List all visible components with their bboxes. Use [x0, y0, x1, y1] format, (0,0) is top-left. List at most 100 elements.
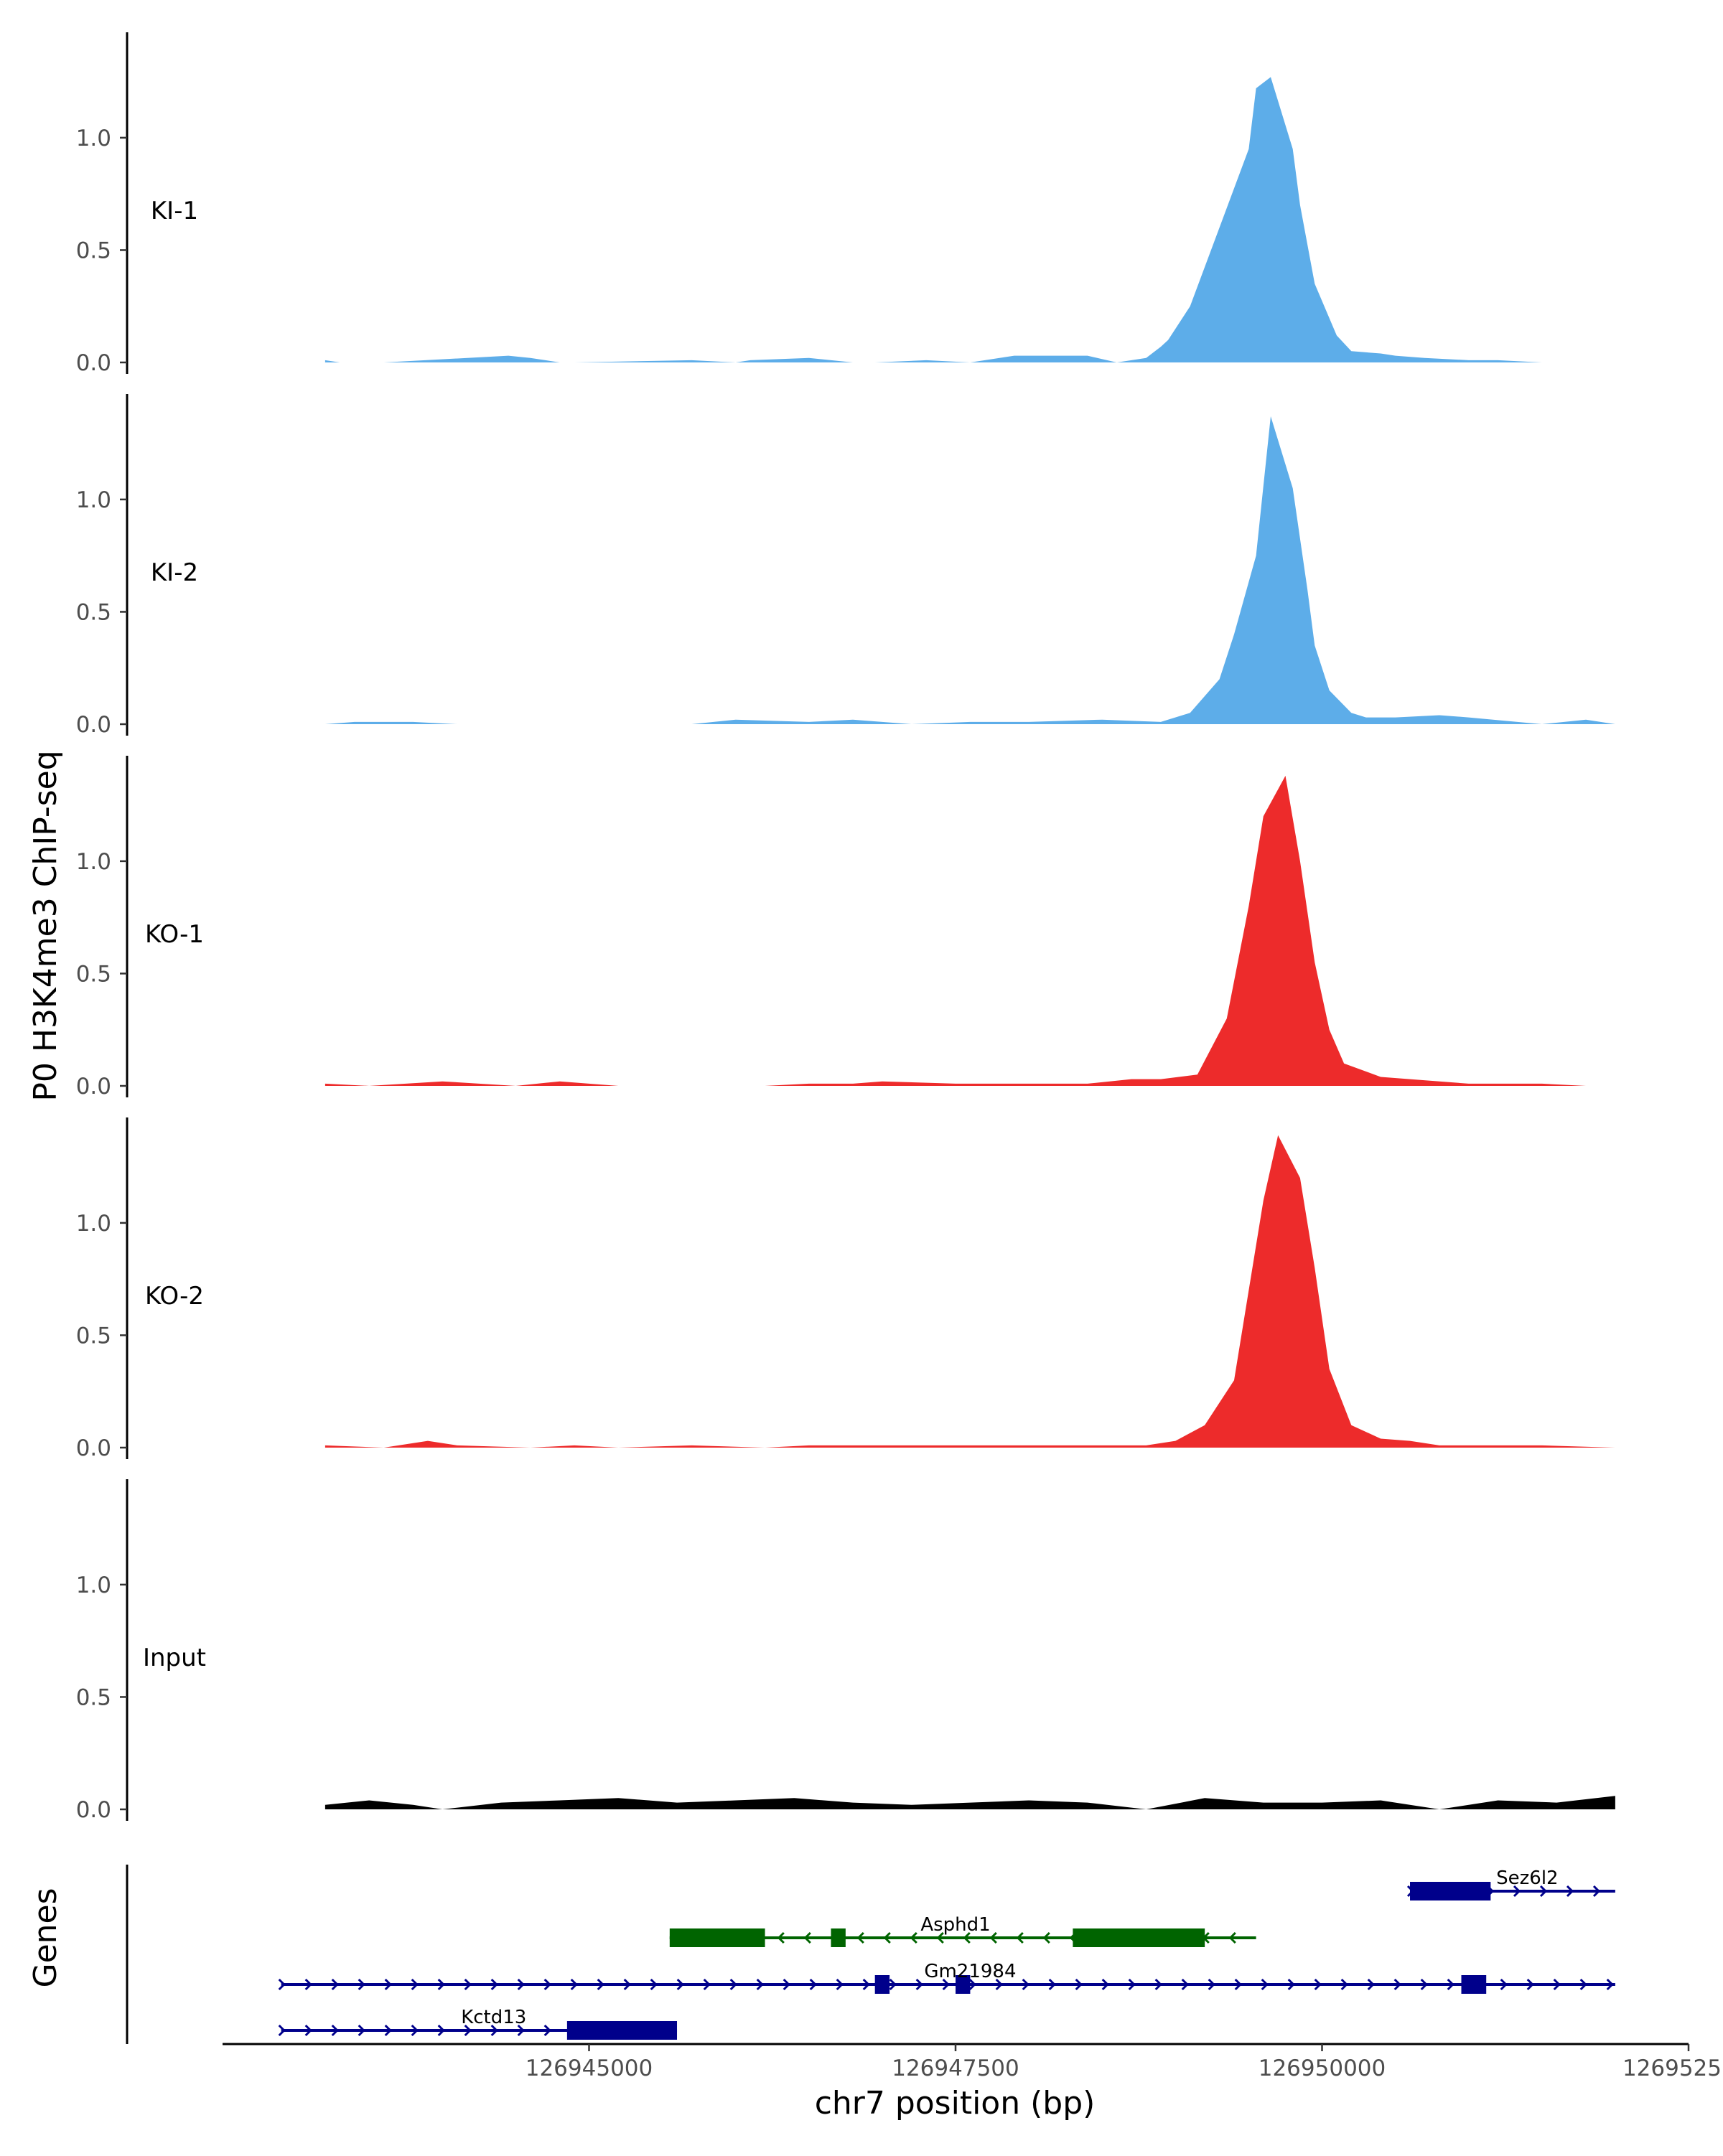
strand-arrow	[517, 1978, 525, 1991]
strand-arrow	[384, 2024, 392, 2037]
strand-arrow	[1154, 1978, 1162, 1991]
gene-exon	[566, 2021, 678, 2040]
track-label-input: Input	[143, 1644, 206, 1672]
strand-arrow	[676, 1978, 684, 1991]
strand-arrow	[1539, 1885, 1548, 1898]
strand-arrow	[1128, 1978, 1136, 1991]
strand-arrow	[570, 1978, 578, 1991]
coverage-area-ko-2	[324, 1135, 1615, 1448]
track-ki-2: 0.0 0.5 1.0 KI-2	[76, 394, 1615, 738]
x-axis: 126945000 126947500 126950000 1269525	[223, 2043, 1722, 2081]
strand-arrow	[1016, 1931, 1024, 1944]
y-tick-label: 0.5	[76, 961, 111, 987]
strand-arrow	[1042, 1931, 1050, 1944]
y-tick-label: 0.0	[76, 1435, 111, 1461]
strand-arrow	[304, 1978, 312, 1991]
gene-exon	[1073, 1928, 1205, 1947]
y-tick-label: 0.0	[76, 712, 111, 738]
strand-arrow	[756, 1978, 764, 1991]
strand-arrow	[968, 1978, 976, 1991]
strand-arrow	[803, 1931, 811, 1944]
strand-arrow	[1022, 1978, 1029, 1991]
strand-arrow	[910, 1931, 917, 1944]
y-tick-label: 1.0	[76, 126, 111, 151]
strand-arrow	[358, 2024, 365, 2037]
y-tick-label: 0.5	[76, 1323, 111, 1349]
strand-arrow	[703, 1978, 711, 1991]
strand-arrow	[777, 1931, 785, 1944]
strand-arrow	[1526, 1978, 1534, 1991]
y-tick-label: 0.0	[76, 1074, 111, 1100]
strand-arrow	[437, 1978, 445, 1991]
strand-arrow	[1261, 1978, 1269, 1991]
coverage-area-ki-1	[324, 77, 1542, 363]
x-axis-title: chr7 position (bp)	[815, 2085, 1096, 2122]
strand-arrow	[1234, 1978, 1242, 1991]
strand-arrow	[1420, 1978, 1428, 1991]
strand-arrow	[278, 1978, 286, 1991]
strand-arrow	[1606, 1978, 1614, 1991]
track-ko-2: 0.0 0.5 1.0 KO-2	[76, 1117, 1615, 1461]
strand-arrow	[490, 2024, 498, 2037]
strand-arrow	[411, 1978, 419, 1991]
strand-arrow	[1393, 1978, 1401, 1991]
strand-arrow	[942, 1978, 950, 1991]
strand-arrow	[883, 1931, 891, 1944]
strand-arrow	[995, 1978, 1003, 1991]
gene-label-kctd13: Kctd13	[461, 2007, 526, 2028]
strand-arrow	[437, 2024, 445, 2037]
track-input: 0.0 0.5 1.0 Input	[76, 1479, 1615, 1823]
track-ko-1: 0.0 0.5 1.0 KO-1	[76, 756, 1587, 1100]
track-label-ki-1: KI-1	[151, 197, 198, 225]
strand-arrow	[1101, 1978, 1109, 1991]
strand-arrow	[1340, 1978, 1348, 1991]
strand-arrow	[989, 1931, 997, 1944]
strand-arrow	[597, 1978, 604, 1991]
strand-arrow	[1228, 1931, 1236, 1944]
genes-axis-title: Genes	[27, 1888, 64, 1987]
strand-arrow	[1208, 1978, 1215, 1991]
strand-arrow	[358, 1978, 365, 1991]
y-tick-label: 1.0	[76, 849, 111, 875]
strand-arrow	[729, 1978, 737, 1991]
strand-arrow	[1181, 1978, 1189, 1991]
strand-arrow	[1592, 1885, 1601, 1898]
y-axis-title: P0 H3K4me3 ChIP-seq	[27, 750, 64, 1101]
gene-label-sez6l2: Sez6l2	[1496, 1867, 1558, 1889]
y-tick-label: 1.0	[76, 1573, 111, 1598]
x-tick-label: 126945000	[526, 2056, 653, 2081]
strand-arrow	[543, 1978, 551, 1991]
strand-arrow	[1566, 1885, 1574, 1898]
gene-sez6l2: Sez6l2	[1406, 1867, 1615, 1900]
tracks-layer: 0.00.51.0KI-10.00.51.0KI-20.00.51.0KO-10…	[76, 32, 1615, 1823]
strand-arrow	[464, 1978, 472, 1991]
strand-arrow	[464, 2024, 472, 2037]
strand-arrow	[623, 1978, 631, 1991]
gene-label-asphd1: Asphd1	[920, 1914, 990, 1936]
strand-arrow	[862, 1978, 870, 1991]
strand-arrow	[278, 2024, 286, 2037]
strand-arrow	[1314, 1978, 1322, 1991]
gene-exon	[1461, 1975, 1487, 1994]
strand-arrow	[915, 1978, 923, 1991]
y-tick-label: 0.0	[76, 350, 111, 376]
coverage-area-ko-1	[324, 775, 1587, 1086]
y-tick-label: 0.5	[76, 238, 111, 263]
strand-arrow	[490, 1978, 498, 1991]
track-ki-1: 0.0 0.5 1.0 KI-1	[76, 32, 1542, 376]
y-tick-label: 0.0	[76, 1797, 111, 1823]
strand-arrow	[384, 1978, 392, 1991]
strand-arrow	[1287, 1978, 1295, 1991]
strand-arrow	[1447, 1978, 1454, 1991]
strand-arrow	[1500, 1978, 1508, 1991]
strand-arrow	[331, 2024, 339, 2037]
y-tick-label: 1.0	[76, 1211, 111, 1237]
y-tick-label: 1.0	[76, 487, 111, 513]
gene-label-gm21984: Gm21984	[924, 1961, 1016, 1982]
strand-arrow	[963, 1931, 971, 1944]
strand-arrow	[304, 2024, 312, 2037]
genes-layer: Sez6l2 Asphd1 Gm21984 Kctd13	[126, 1865, 1615, 2044]
strand-arrow	[331, 1978, 339, 1991]
strand-arrow	[650, 1978, 658, 1991]
